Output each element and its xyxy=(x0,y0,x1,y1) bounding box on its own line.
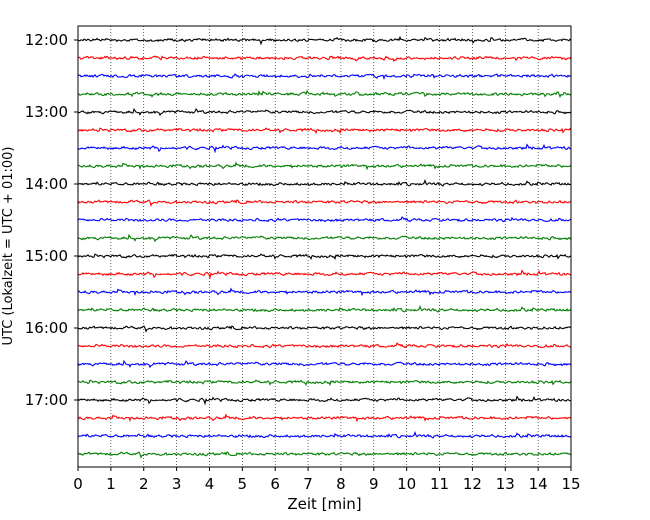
x-tick-label: 11 xyxy=(430,475,449,493)
x-tick-label: 5 xyxy=(238,475,248,493)
seismogram-trace xyxy=(77,199,572,207)
x-tick-label: 1 xyxy=(106,475,116,493)
y-tick-label: 12:00 xyxy=(25,31,68,49)
seismogram-trace xyxy=(77,178,572,187)
y-tick-label: 17:00 xyxy=(25,391,68,409)
x-tick-label: 7 xyxy=(303,475,313,493)
y-tick-label: 14:00 xyxy=(25,175,68,193)
x-tick-label: 10 xyxy=(397,475,416,493)
seismogram-trace xyxy=(77,143,572,154)
seismogram-trace xyxy=(77,379,572,387)
seismogram-trace xyxy=(77,395,572,406)
seismogram-trace xyxy=(77,413,572,423)
x-tick-label: 3 xyxy=(172,475,182,493)
x-tick-label: 6 xyxy=(270,475,280,493)
seismogram-trace xyxy=(77,287,572,297)
x-tick-label: 12 xyxy=(463,475,482,493)
x-tick-label: 8 xyxy=(336,475,346,493)
x-tick-label: 13 xyxy=(496,475,515,493)
seismogram-trace xyxy=(77,325,572,333)
seismogram-trace xyxy=(77,216,572,223)
seismogram-trace xyxy=(77,430,572,439)
seismogram-trace xyxy=(77,304,572,313)
y-tick-label: 13:00 xyxy=(25,103,68,121)
seismogram-trace xyxy=(77,127,572,135)
x-tick-label: 0 xyxy=(73,475,83,493)
x-tick-label: 2 xyxy=(139,475,149,493)
seismogram-trace xyxy=(77,73,572,81)
y-axis-ticks: 12:00 13:00 14:00 15:00 16:00 17:00 xyxy=(25,31,78,409)
seismogram-trace xyxy=(77,161,572,171)
x-tick-label: 9 xyxy=(369,475,379,493)
plot-frame xyxy=(77,25,572,468)
seismogram-trace xyxy=(77,233,572,243)
seismogram-trace xyxy=(77,89,572,99)
trace-lines xyxy=(77,35,572,459)
x-tick-label: 14 xyxy=(529,475,548,493)
seismogram-trace xyxy=(77,55,572,62)
y-tick-label: 16:00 xyxy=(25,319,68,337)
seismogram-trace xyxy=(77,359,572,369)
x-tick-label: 4 xyxy=(205,475,215,493)
seismogram-trace xyxy=(77,269,572,280)
y-tick-label: 15:00 xyxy=(25,247,68,265)
seismogram-trace xyxy=(77,253,572,261)
seismogram-trace xyxy=(77,342,572,349)
y-axis-label: UTC (Lokalzeit = UTC + 01:00) xyxy=(1,147,16,346)
seismogram-trace xyxy=(77,35,572,46)
x-axis-label: Zeit [min] xyxy=(287,495,361,513)
x-tick-label: 15 xyxy=(561,475,580,493)
x-axis-ticks: 0 1 2 3 4 5 6 7 8 9 10 11 12 13 14 15 xyxy=(73,467,581,493)
seismogram-trace xyxy=(77,451,572,459)
seismogram-trace xyxy=(77,107,572,117)
